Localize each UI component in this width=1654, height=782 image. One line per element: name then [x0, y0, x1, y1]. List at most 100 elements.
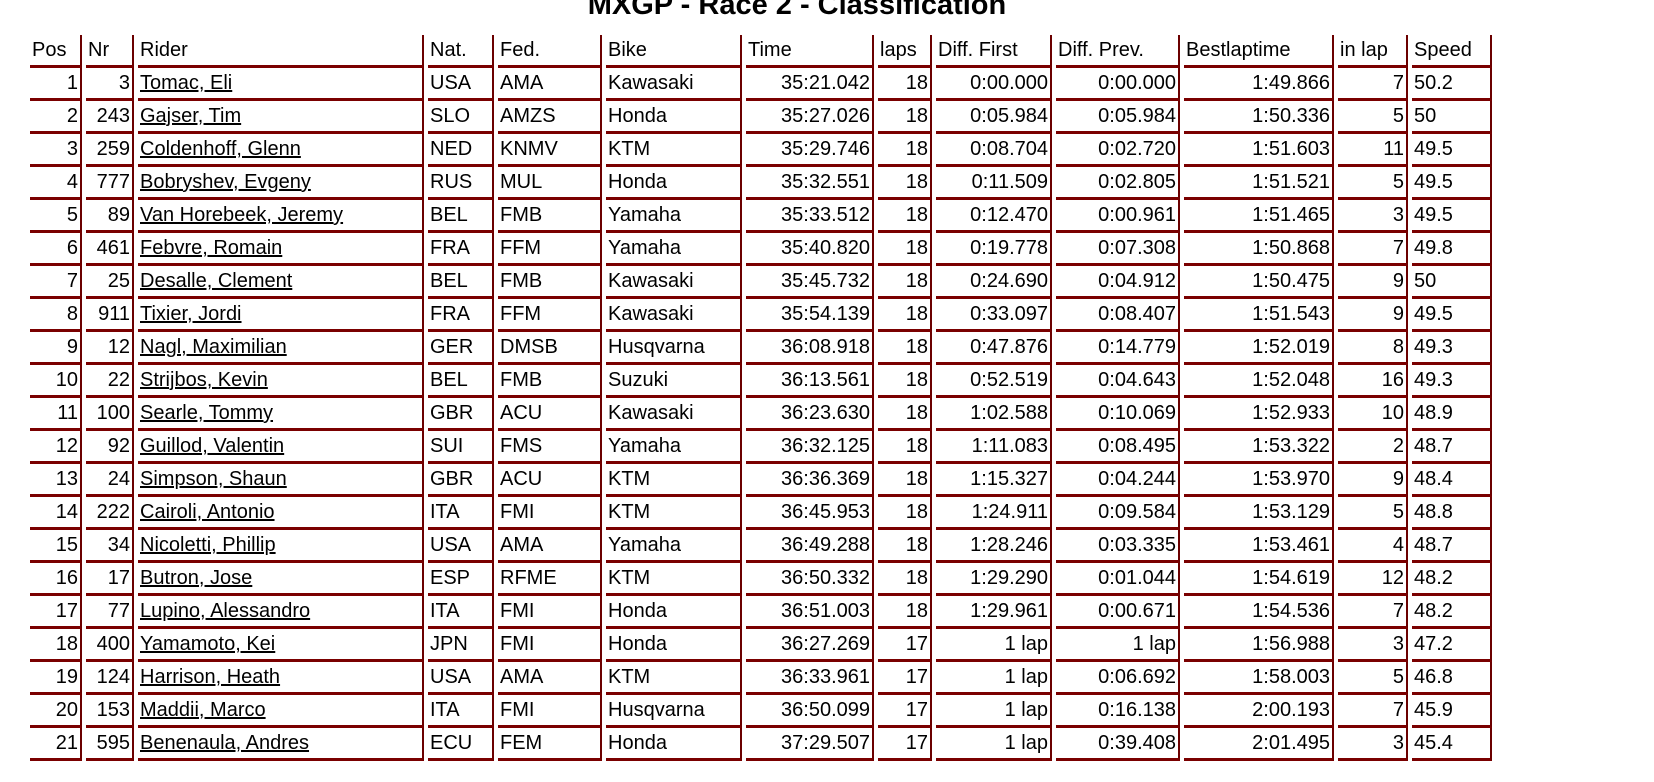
cell-fed: MUL: [498, 167, 602, 200]
cell-rider: Benenaula, Andres: [138, 728, 424, 761]
cell-speed: 49.3: [1412, 332, 1492, 365]
cell-fed: RFME: [498, 563, 602, 596]
cell-pos: 2: [30, 101, 82, 134]
cell-in-lap: 9: [1338, 299, 1408, 332]
rider-link[interactable]: Searle, Tommy: [140, 402, 274, 424]
cell-nat: GER: [428, 332, 494, 365]
col-header-rider: Rider: [138, 35, 424, 68]
cell-bestlaptime: 1:56.988: [1184, 629, 1334, 662]
cell-bestlaptime: 1:51.543: [1184, 299, 1334, 332]
rider-link[interactable]: Butron, Jose: [140, 567, 253, 589]
cell-diff-prev: 1 lap: [1056, 629, 1180, 662]
cell-fed: KNMV: [498, 134, 602, 167]
rider-link[interactable]: Nagl, Maximilian: [140, 336, 287, 358]
rider-link[interactable]: Coldenhoff, Glenn: [140, 138, 301, 160]
cell-bike: Suzuki: [606, 365, 742, 398]
rider-link[interactable]: Maddii, Marco: [140, 699, 266, 721]
cell-diff-prev: 0:02.720: [1056, 134, 1180, 167]
cell-speed: 49.8: [1412, 233, 1492, 266]
cell-nat: SUI: [428, 431, 494, 464]
cell-speed: 45.9: [1412, 695, 1492, 728]
cell-time: 35:29.746: [746, 134, 874, 167]
rider-link[interactable]: Nicoletti, Phillip: [140, 534, 276, 556]
cell-fed: FMB: [498, 365, 602, 398]
rider-link[interactable]: Strijbos, Kevin: [140, 369, 268, 391]
cell-laps: 18: [878, 596, 932, 629]
cell-bestlaptime: 2:01.495: [1184, 728, 1334, 761]
rider-link[interactable]: Tomac, Eli: [140, 72, 233, 94]
cell-nat: FRA: [428, 299, 494, 332]
cell-speed: 50.2: [1412, 68, 1492, 101]
table-row: 6 461 Febvre, Romain FRA FFM Yamaha 35:4…: [30, 233, 1492, 266]
cell-in-lap: 7: [1338, 68, 1408, 101]
cell-in-lap: 12: [1338, 563, 1408, 596]
cell-time: 35:40.820: [746, 233, 874, 266]
cell-diff-prev: 0:04.912: [1056, 266, 1180, 299]
cell-bestlaptime: 1:52.048: [1184, 365, 1334, 398]
cell-diff-first: 0:52.519: [936, 365, 1052, 398]
cell-time: 36:27.269: [746, 629, 874, 662]
table-row: 1 3 Tomac, Eli USA AMA Kawasaki 35:21.04…: [30, 68, 1492, 101]
rider-link[interactable]: Desalle, Clement: [140, 270, 293, 292]
rider-link[interactable]: Benenaula, Andres: [140, 732, 310, 754]
cell-rider: Van Horebeek, Jeremy: [138, 200, 424, 233]
col-header-bestlaptime: Bestlaptime: [1184, 35, 1334, 68]
cell-bike: Yamaha: [606, 233, 742, 266]
cell-diff-prev: 0:09.584: [1056, 497, 1180, 530]
rider-link[interactable]: Harrison, Heath: [140, 666, 281, 688]
table-row: 19 124 Harrison, Heath USA AMA KTM 36:33…: [30, 662, 1492, 695]
cell-laps: 18: [878, 101, 932, 134]
cell-bike: KTM: [606, 134, 742, 167]
cell-diff-first: 1:24.911: [936, 497, 1052, 530]
table-row: 7 25 Desalle, Clement BEL FMB Kawasaki 3…: [30, 266, 1492, 299]
rider-link[interactable]: Cairoli, Antonio: [140, 501, 275, 523]
rider-link[interactable]: Gajser, Tim: [140, 105, 242, 127]
cell-pos: 14: [30, 497, 82, 530]
col-header-speed: Speed: [1412, 35, 1492, 68]
cell-laps: 18: [878, 464, 932, 497]
rider-link[interactable]: Lupino, Alessandro: [140, 600, 311, 622]
rider-link[interactable]: Bobryshev, Evgeny: [140, 171, 311, 193]
cell-nr: 222: [86, 497, 134, 530]
cell-diff-first: 1 lap: [936, 662, 1052, 695]
cell-bike: Kawasaki: [606, 398, 742, 431]
cell-nat: ECU: [428, 728, 494, 761]
cell-laps: 18: [878, 332, 932, 365]
rider-link[interactable]: Van Horebeek, Jeremy: [140, 204, 344, 226]
cell-laps: 17: [878, 662, 932, 695]
col-header-nr: Nr: [86, 35, 134, 68]
cell-nr: 595: [86, 728, 134, 761]
cell-rider: Searle, Tommy: [138, 398, 424, 431]
cell-time: 36:32.125: [746, 431, 874, 464]
cell-diff-prev: 0:39.408: [1056, 728, 1180, 761]
cell-bike: KTM: [606, 464, 742, 497]
cell-bike: Honda: [606, 596, 742, 629]
cell-diff-prev: 0:16.138: [1056, 695, 1180, 728]
cell-nat: NED: [428, 134, 494, 167]
cell-diff-first: 1 lap: [936, 629, 1052, 662]
table-row: 18 400 Yamamoto, Kei JPN FMI Honda 36:27…: [30, 629, 1492, 662]
table-row: 4 777 Bobryshev, Evgeny RUS MUL Honda 35…: [30, 167, 1492, 200]
cell-nat: GBR: [428, 398, 494, 431]
cell-diff-first: 1:15.327: [936, 464, 1052, 497]
cell-diff-prev: 0:00.000: [1056, 68, 1180, 101]
cell-diff-prev: 0:03.335: [1056, 530, 1180, 563]
cell-bestlaptime: 1:53.129: [1184, 497, 1334, 530]
rider-link[interactable]: Febvre, Romain: [140, 237, 283, 259]
rider-link[interactable]: Guillod, Valentin: [140, 435, 285, 457]
rider-link[interactable]: Yamamoto, Kei: [140, 633, 276, 655]
cell-laps: 18: [878, 497, 932, 530]
cell-speed: 49.5: [1412, 299, 1492, 332]
cell-time: 36:50.099: [746, 695, 874, 728]
cell-in-lap: 5: [1338, 497, 1408, 530]
cell-nat: JPN: [428, 629, 494, 662]
cell-nat: ITA: [428, 695, 494, 728]
cell-bestlaptime: 1:51.521: [1184, 167, 1334, 200]
rider-link[interactable]: Tixier, Jordi: [140, 303, 242, 325]
cell-nr: 92: [86, 431, 134, 464]
cell-speed: 48.2: [1412, 596, 1492, 629]
cell-pos: 5: [30, 200, 82, 233]
rider-link[interactable]: Simpson, Shaun: [140, 468, 287, 490]
table-row: 16 17 Butron, Jose ESP RFME KTM 36:50.33…: [30, 563, 1492, 596]
table-row: 2 243 Gajser, Tim SLO AMZS Honda 35:27.0…: [30, 101, 1492, 134]
